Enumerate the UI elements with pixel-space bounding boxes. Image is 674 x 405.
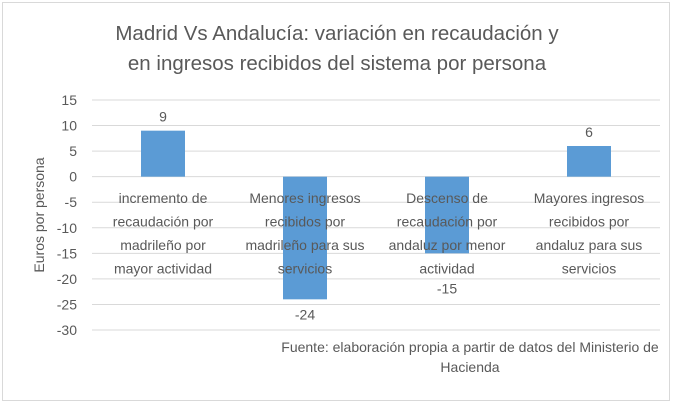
category-label: recibidos por [549,214,629,230]
y-tick-label: -5 [65,194,78,210]
source-note: Fuente: elaboración propia a partir de d… [281,339,659,355]
category-label: recaudación por [113,214,214,230]
bar [141,130,185,177]
category-label: madrileño para sus [245,237,364,253]
data-label: -24 [295,306,315,322]
y-tick-label: 0 [69,169,77,185]
category-label: incremento de [119,190,208,206]
chart-border [2,2,670,401]
category-label: servicios [278,261,332,277]
category-label: Mayores ingresos [534,190,645,206]
data-label: 6 [585,124,593,140]
bar [425,176,469,254]
bar [567,146,611,177]
y-tick-label: -25 [57,296,77,312]
y-tick-label: 10 [61,118,77,134]
category-label: madrileño por [120,237,206,253]
y-tick-label: -20 [57,271,77,287]
category-label: andaluz por menor [389,237,506,253]
y-tick-label: -10 [57,220,77,236]
y-tick-label: -15 [57,245,77,261]
chart-title-line: en ingresos recibidos del sistema por pe… [128,52,547,75]
category-label: mayor actividad [114,261,212,277]
source-note: Hacienda [440,359,499,375]
y-axis-label: Euros por persona [31,157,47,272]
category-label: andaluz para sus [536,237,643,253]
category-label: recaudación por [397,214,498,230]
y-tick-label: 15 [61,92,77,108]
category-label: actividad [419,261,474,277]
category-label: Descenso de [406,190,488,206]
y-tick-label: -30 [57,322,77,338]
category-label: servicios [562,261,616,277]
y-tick-label: 5 [69,143,77,159]
category-label: recibidos por [265,214,345,230]
category-label: Menores ingresos [249,190,360,206]
bar [283,176,327,300]
data-label: 9 [159,109,167,125]
data-label: -15 [437,281,457,297]
chart-title-line: Madrid Vs Andalucía: variación en recaud… [115,22,559,45]
